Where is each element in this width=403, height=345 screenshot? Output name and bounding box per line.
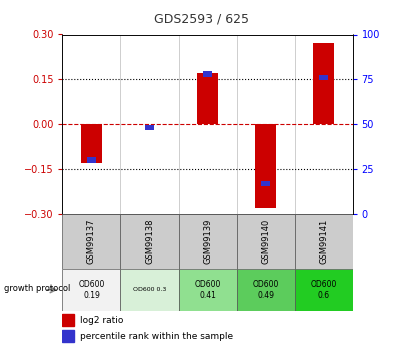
Text: GSM99141: GSM99141 bbox=[319, 219, 328, 264]
Bar bbox=[179, 269, 237, 310]
Text: GDS2593 / 625: GDS2593 / 625 bbox=[154, 12, 249, 25]
Text: GSM99138: GSM99138 bbox=[145, 219, 154, 264]
Bar bbox=[197, 73, 218, 124]
Bar bbox=[120, 214, 179, 269]
Text: OD600 0.3: OD600 0.3 bbox=[133, 287, 166, 292]
Text: OD600
0.19: OD600 0.19 bbox=[78, 280, 105, 299]
Text: GSM99139: GSM99139 bbox=[203, 219, 212, 264]
Bar bbox=[314, 43, 334, 124]
Bar bbox=[256, 124, 276, 208]
Bar bbox=[179, 214, 237, 269]
Text: OD600
0.49: OD600 0.49 bbox=[252, 280, 279, 299]
Text: GSM99140: GSM99140 bbox=[261, 219, 270, 264]
Bar bbox=[237, 269, 295, 310]
Bar bbox=[120, 269, 179, 310]
Bar bbox=[145, 125, 154, 130]
Text: percentile rank within the sample: percentile rank within the sample bbox=[80, 332, 233, 341]
Bar bbox=[261, 181, 270, 186]
Bar bbox=[81, 124, 102, 163]
Text: log2 ratio: log2 ratio bbox=[80, 316, 123, 325]
Bar bbox=[319, 75, 328, 80]
Bar bbox=[62, 314, 74, 326]
Text: GSM99137: GSM99137 bbox=[87, 219, 96, 264]
Bar bbox=[62, 214, 120, 269]
Bar bbox=[237, 214, 295, 269]
Text: growth protocol: growth protocol bbox=[4, 284, 71, 293]
Text: OD600
0.41: OD600 0.41 bbox=[194, 280, 221, 299]
Bar bbox=[62, 269, 120, 310]
Bar bbox=[295, 214, 353, 269]
Bar bbox=[62, 330, 74, 342]
Bar bbox=[295, 269, 353, 310]
Bar bbox=[203, 71, 212, 77]
Bar bbox=[87, 157, 96, 163]
Text: OD600
0.6: OD600 0.6 bbox=[310, 280, 337, 299]
